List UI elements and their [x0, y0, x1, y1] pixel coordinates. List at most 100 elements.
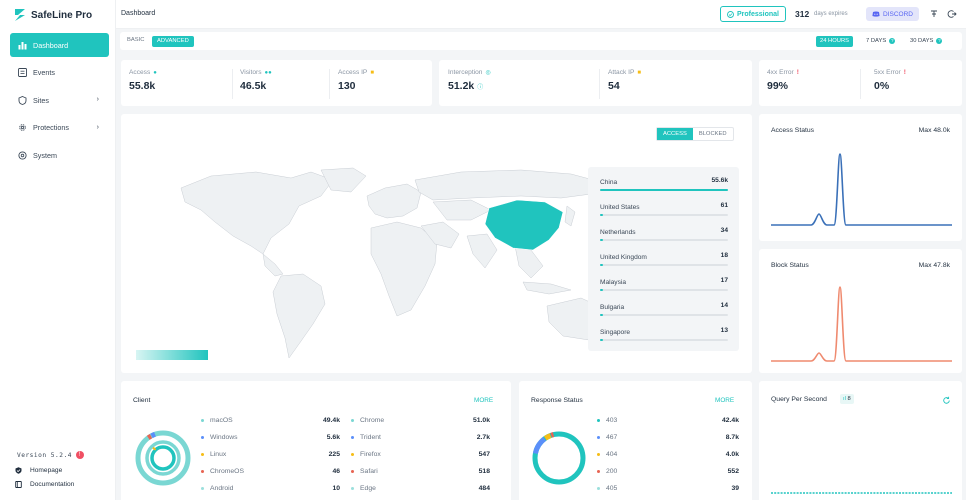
- country-row[interactable]: China 55.6k: [600, 177, 728, 191]
- legend-item[interactable]: Trident 2.7k: [351, 429, 496, 446]
- legend-item[interactable]: 467 8.7k: [597, 429, 745, 446]
- settings-icon: [18, 150, 27, 160]
- japan-region: [564, 205, 576, 227]
- country-progress-track: [600, 264, 728, 266]
- days-label: days expires: [814, 11, 848, 17]
- country-progress-fill: [600, 214, 603, 216]
- world-map[interactable]: [171, 166, 631, 366]
- stat-visitors[interactable]: Visitors ●● 46.5k: [240, 69, 272, 92]
- legend-item[interactable]: 403 42.4k: [597, 412, 745, 429]
- sidebar-item-events[interactable]: Events: [10, 61, 109, 85]
- alert-icon: !: [796, 69, 799, 76]
- china-highlight: [484, 199, 564, 251]
- range-24-hours[interactable]: 24 HOURS: [816, 35, 853, 47]
- stat-attack-ip[interactable]: Attack IP ■ 54: [608, 69, 641, 92]
- country-row[interactable]: Netherlands 34: [600, 227, 728, 241]
- qps-chart[interactable]: [771, 481, 952, 500]
- legend-item[interactable]: Firefox 547: [351, 446, 496, 463]
- map-mode-toggle[interactable]: ACCESS BLOCKED: [656, 127, 734, 141]
- sidebar-item-sites[interactable]: Sites ›: [10, 88, 109, 112]
- documentation-link[interactable]: Documentation: [15, 481, 74, 488]
- legend-dot: [351, 453, 354, 456]
- response-donut-chart[interactable]: [527, 426, 591, 490]
- client-card: Client MORE macOS 49.4k Windows 5.6k Linux 22…: [121, 381, 511, 500]
- professional-label: Professional: [736, 10, 779, 18]
- stat-label: Access: [129, 69, 151, 76]
- qps-badge[interactable]: ıl 8: [840, 394, 854, 404]
- country-progress-fill: [600, 289, 603, 291]
- logout-icon[interactable]: [947, 9, 957, 19]
- legend-dot: [351, 470, 354, 473]
- legend-name: macOS: [210, 417, 233, 424]
- legend-name: 467: [606, 434, 618, 441]
- toggle-access[interactable]: ACCESS: [657, 128, 693, 140]
- legend-item[interactable]: Linux 225: [201, 446, 346, 463]
- info-icon[interactable]: ⓘ: [477, 84, 484, 91]
- chevron-right-icon: ›: [96, 96, 99, 103]
- country-row[interactable]: United Kingdom 18: [600, 252, 728, 266]
- discord-button[interactable]: DISCORD: [866, 7, 919, 21]
- toggle-blocked[interactable]: BLOCKED: [698, 131, 727, 137]
- legend-dot: [351, 419, 354, 422]
- update-badge[interactable]: !: [75, 451, 84, 459]
- russia-region: [414, 169, 602, 201]
- legend-value: 49.4k: [322, 417, 340, 424]
- stat-4xx-error[interactable]: 4xx Error! 99%: [767, 69, 799, 92]
- response-more-link[interactable]: MORE: [715, 397, 735, 404]
- stat-interception[interactable]: Interception ◎ 51.2k ⓘ: [448, 69, 491, 92]
- stat-label: 4xx Error: [767, 69, 794, 76]
- country-row[interactable]: Bulgaria 14: [600, 302, 728, 316]
- country-row[interactable]: Singapore 13: [600, 327, 728, 341]
- country-name: Singapore: [600, 329, 631, 336]
- stat-access[interactable]: Access ● 55.8k: [129, 69, 157, 92]
- legend-value: 10: [332, 485, 340, 492]
- legend-item[interactable]: Chrome 51.0k: [351, 412, 496, 429]
- legend-item[interactable]: macOS 49.4k: [201, 412, 346, 429]
- advanced-tab[interactable]: ADVANCED: [152, 35, 194, 47]
- country-progress-track: [600, 189, 728, 191]
- legend-item[interactable]: Windows 5.6k: [201, 429, 346, 446]
- legend-item[interactable]: 404 4.0k: [597, 446, 745, 463]
- legend-item[interactable]: Edge 484: [351, 480, 496, 497]
- client-more-link[interactable]: MORE: [474, 397, 494, 404]
- legend-dot: [201, 470, 204, 473]
- legend-name: Firefox: [360, 451, 381, 458]
- client-donut-chart[interactable]: [131, 426, 195, 490]
- block-status-title: Block Status: [771, 262, 809, 269]
- legend-item[interactable]: ChromeOS 46: [201, 463, 346, 480]
- app-logo[interactable]: SafeLine Pro: [14, 6, 92, 24]
- stat-5xx-error[interactable]: 5xx Error! 0%: [874, 69, 906, 92]
- professional-button[interactable]: Professional: [720, 6, 786, 22]
- chevron-right-icon: ›: [96, 123, 99, 131]
- access-status-chart[interactable]: [771, 140, 952, 230]
- block-status-chart[interactable]: [771, 277, 952, 365]
- sidebar-item-system[interactable]: System: [10, 143, 109, 167]
- translate-icon[interactable]: [929, 9, 939, 19]
- legend-item[interactable]: 405 39: [597, 480, 745, 497]
- indonesia-region: [522, 281, 572, 295]
- country-progress-track: [600, 239, 728, 241]
- range-label: 24 HOURS: [820, 37, 849, 44]
- legend-item[interactable]: Safari 518: [351, 463, 496, 480]
- shield-icon: [18, 95, 27, 105]
- error-stats-card: 4xx Error! 99% 5xx Error! 0%: [759, 60, 962, 106]
- sidebar-item-dashboard[interactable]: Dashboard: [10, 33, 109, 57]
- stat-access-ip[interactable]: Access IP ■ 130: [338, 69, 374, 92]
- filter-bar: BASIC ADVANCED 24 HOURS 7 DAYS? 30 DAYS?: [120, 32, 962, 50]
- discord-label: DISCORD: [883, 10, 913, 18]
- legend-value: 42.4k: [721, 417, 739, 424]
- legend-dot: [597, 419, 600, 422]
- range-30-days[interactable]: 30 DAYS?: [910, 36, 943, 47]
- basic-tab[interactable]: BASIC: [127, 37, 145, 43]
- country-progress-fill: [600, 239, 603, 241]
- sidebar-item-protections[interactable]: Protections ›: [10, 116, 109, 140]
- legend-item[interactable]: Android 10: [201, 480, 346, 497]
- refresh-icon[interactable]: [942, 396, 951, 405]
- homepage-link[interactable]: Homepage: [15, 467, 62, 474]
- legend-value: 547: [478, 451, 490, 458]
- help-icon: ?: [889, 38, 896, 44]
- country-row[interactable]: Malaysia 17: [600, 277, 728, 291]
- legend-item[interactable]: 200 552: [597, 463, 745, 480]
- country-row[interactable]: United States 61: [600, 202, 728, 216]
- range-7-days[interactable]: 7 DAYS?: [866, 36, 896, 47]
